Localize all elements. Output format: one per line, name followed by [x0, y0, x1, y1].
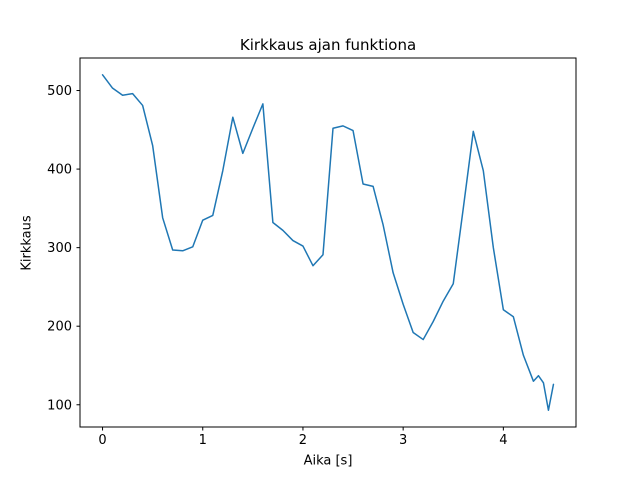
x-axis-label: Aika [s]: [303, 453, 353, 469]
y-tick-label: 100: [47, 398, 72, 413]
x-tick-label: 3: [399, 433, 407, 448]
y-axis-label: Kirkkaus: [19, 215, 35, 271]
data-line: [101, 74, 555, 412]
y-tick-label: 400: [47, 163, 72, 178]
y-tick-label: 500: [47, 84, 72, 99]
x-tick-label: 1: [199, 433, 207, 448]
x-tick-label: 4: [499, 433, 507, 448]
x-tick-label: 2: [299, 433, 307, 448]
plot-frame: [79, 57, 577, 428]
y-tick-label: 200: [47, 320, 72, 335]
y-tick-label: 300: [47, 241, 72, 256]
chart-title: Kirkkaus ajan funktiona: [239, 36, 417, 54]
x-tick-label: 0: [98, 433, 106, 448]
